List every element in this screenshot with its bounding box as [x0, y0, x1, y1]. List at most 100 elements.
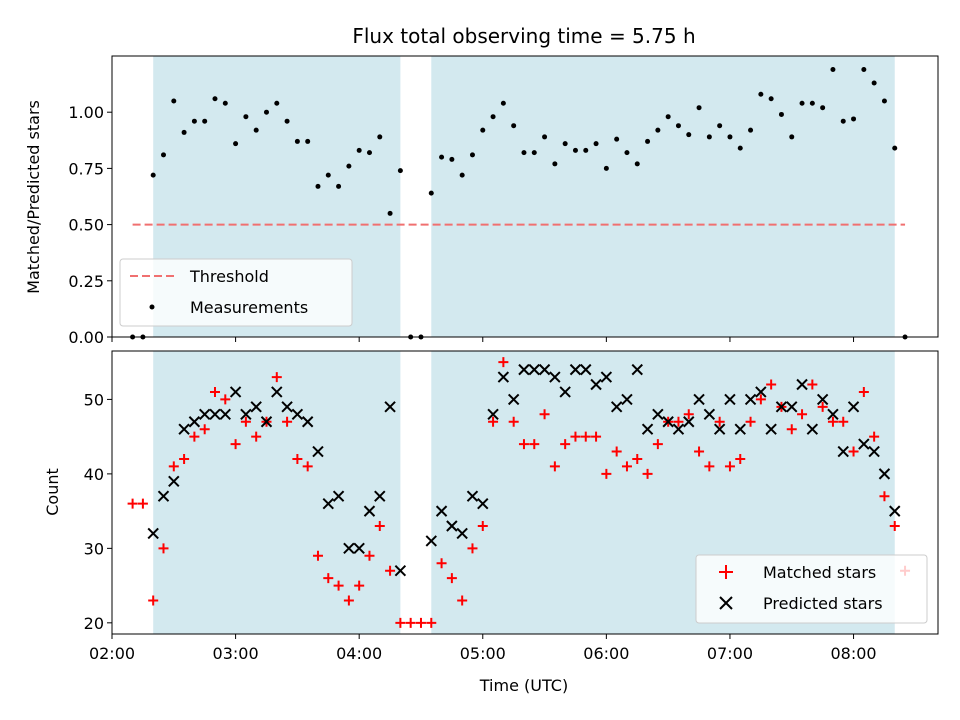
measurement-point [212, 96, 218, 102]
matched-star-point [694, 446, 705, 457]
measurement-point [469, 152, 475, 158]
predicted-star-point [497, 371, 510, 383]
bottom-x-tick-label: 03:00 [213, 644, 259, 663]
predicted-star-point [662, 416, 674, 428]
matched-star-point [508, 416, 519, 427]
predicted-star-point [858, 438, 870, 450]
predicted-star-point [157, 490, 170, 502]
measurement-point [521, 150, 527, 156]
legend-matched-swatch [719, 565, 733, 579]
predicted-star-point [209, 408, 221, 421]
measurement-point [243, 114, 249, 120]
bottom-axes-frame [111, 350, 939, 635]
matched-star-point [766, 379, 777, 390]
bottom-x-tick-label: 07:00 [707, 644, 753, 663]
predicted-star-point [652, 408, 664, 421]
matched-star-point [477, 521, 488, 532]
matched-star-point [282, 416, 293, 427]
bottom-x-tick-label: 02:00 [89, 644, 135, 663]
matched-star-point [385, 565, 396, 576]
matched-star-point [714, 416, 725, 427]
measurement-point [727, 134, 733, 140]
predicted-star-point [281, 401, 293, 413]
predicted-star-point [477, 497, 489, 510]
predicted-star-point [260, 416, 273, 428]
top-y-axis-label: Matched/Predicted stars [24, 100, 43, 294]
matched-star-point [652, 439, 663, 450]
measurement-point [655, 127, 661, 133]
measurement-point [294, 138, 300, 144]
measurement-point [799, 100, 805, 106]
predicted-star-point [198, 408, 211, 421]
predicted-star-point [549, 371, 561, 383]
measurement-point [263, 109, 269, 115]
predicted-star-point [693, 393, 705, 406]
measurement-point [562, 141, 568, 147]
matched-star-point [158, 543, 169, 554]
predicted-star-point [353, 542, 365, 555]
predicted-star-point [806, 423, 819, 435]
matched-star-point [611, 446, 622, 457]
measurement-point [531, 150, 537, 156]
chart-title: Flux total observing time = 5.75 h [352, 24, 695, 48]
matched-star-point [415, 617, 426, 628]
matched-star-point [529, 439, 540, 450]
predicted-star-point [786, 401, 798, 413]
predicted-star-point [435, 505, 448, 517]
legend-predicted-label: Predicted stars [763, 594, 883, 613]
measurement-point [542, 134, 548, 140]
matched-star-point [251, 431, 262, 442]
measurement-point [274, 100, 280, 106]
predicted-star-point [600, 371, 613, 383]
measurement-point [634, 161, 640, 167]
predicted-star-point [487, 408, 499, 421]
measurement-point [789, 134, 795, 140]
top-y-tick-label: 1.00 [68, 103, 104, 122]
measurement-point [160, 152, 166, 158]
matched-star-point [848, 446, 859, 457]
predicted-star-point [713, 423, 726, 435]
measurement-point [871, 80, 877, 86]
matched-star-point [148, 595, 159, 606]
measurement-point [881, 98, 887, 104]
measurement-point [397, 168, 403, 174]
bottom-y-tick-label: 30 [84, 539, 104, 558]
matched-star-point [127, 498, 138, 509]
top-y-tick-label: 0.25 [68, 272, 104, 291]
measurement-point [284, 118, 290, 124]
predicted-star-point [312, 445, 324, 458]
bottom-y-tick-label: 50 [84, 390, 104, 409]
matched-star-point [168, 461, 179, 472]
predicted-star-point [610, 401, 623, 413]
measurement-point [706, 134, 712, 140]
matched-star-point [395, 617, 406, 628]
legend-predicted-swatch [719, 596, 733, 610]
matched-star-point [683, 409, 694, 420]
predicted-star-point [456, 527, 468, 540]
matched-star-point [199, 424, 210, 435]
top-legend: Threshold Measurements [119, 258, 353, 327]
predicted-star-point [580, 363, 592, 376]
predicted-star-point [466, 490, 479, 502]
bottom-observing-window [153, 351, 401, 634]
matched-star-point [426, 617, 437, 628]
matched-star-point [240, 416, 251, 427]
matched-star-point [323, 573, 334, 584]
measurement-point [820, 105, 826, 111]
measurement-point [459, 172, 465, 178]
bottom-y-tick-label: 40 [84, 465, 104, 484]
predicted-star-point [796, 378, 808, 391]
top-y-tick-label: 0.75 [68, 159, 104, 178]
predicted-star-point [724, 393, 736, 406]
predicted-star-point [363, 505, 376, 517]
matched-star-point [580, 431, 591, 442]
matched-star-point [724, 461, 735, 472]
measurement-point [511, 123, 517, 129]
measurement-point [758, 91, 764, 97]
matched-star-point [364, 550, 375, 561]
measurement-point [387, 210, 393, 216]
predicted-star-point [301, 416, 314, 428]
matched-star-point [673, 416, 684, 427]
predicted-star-point [837, 445, 849, 458]
bottom-x-tick-label: 05:00 [460, 644, 506, 663]
